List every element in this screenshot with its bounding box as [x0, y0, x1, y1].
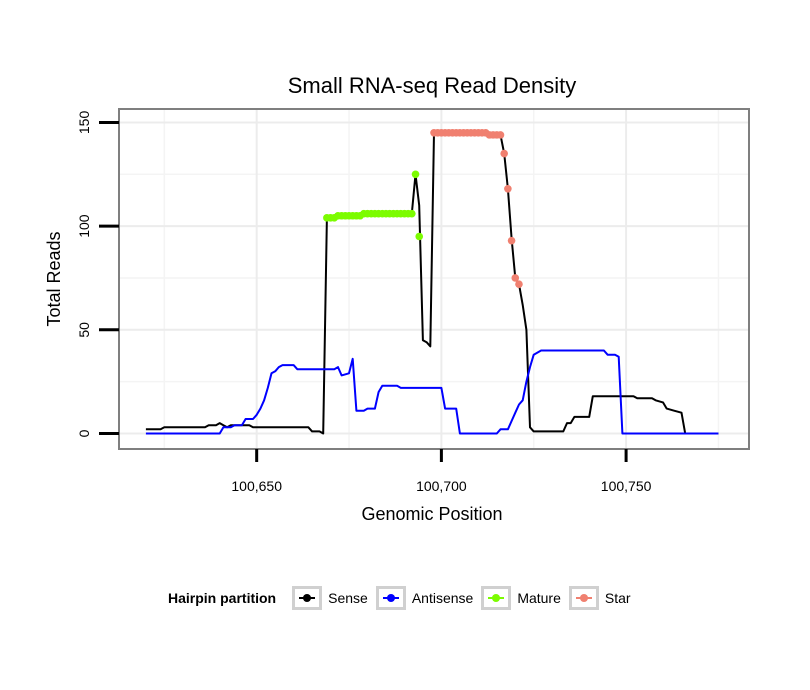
y-tick-label: 50: [76, 322, 92, 338]
legend-item-mature: Mature: [481, 586, 561, 610]
mature-data-point: [408, 209, 416, 218]
legend-item-sense: Sense: [292, 586, 368, 610]
star-data-point: [511, 274, 520, 282]
star-data-point: [496, 131, 505, 139]
x-tick-label: 100,650: [231, 478, 282, 494]
star-data-point: [515, 280, 523, 288]
mature-key-icon: [481, 586, 512, 610]
star-data-point: [504, 184, 512, 193]
mature-data-point: [411, 170, 420, 179]
sense-key-point: [303, 594, 312, 602]
legend-title: Hairpin partition: [168, 590, 277, 606]
star-data-point: [500, 149, 508, 158]
y-axis-label: Total Reads: [44, 231, 64, 326]
sense-key-icon: [292, 586, 323, 610]
star-key-icon: [568, 586, 599, 610]
legend-item-antisense: Antisense: [375, 586, 474, 610]
axes: 100,650 100,700 100,750 0 50 100 150: [76, 111, 652, 494]
mature-data-point: [415, 232, 424, 241]
antisense-key-point: [386, 594, 395, 602]
x-tick-label: 100,700: [416, 478, 467, 494]
plot-border: [118, 108, 750, 450]
legend-label-antisense: Antisense: [411, 590, 474, 606]
star-key-point: [579, 594, 588, 602]
y-tick-label: 100: [76, 214, 92, 238]
antisense-key-icon: [375, 586, 406, 610]
series-layer: [145, 129, 719, 435]
antisense-series-line: [145, 349, 719, 435]
legend: Hairpin partition Sense Antisense Mature…: [168, 584, 639, 612]
legend-label-star: Star: [604, 590, 631, 606]
star-data-point: [507, 236, 516, 245]
x-axis-label: Genomic Position: [361, 504, 502, 524]
chart-title: Small RNA-seq Read Density: [288, 73, 577, 98]
legend-label-sense: Sense: [328, 590, 368, 606]
x-tick-label: 100,750: [601, 478, 652, 494]
legend-label-mature: Mature: [517, 590, 561, 606]
y-tick-label: 150: [76, 111, 92, 135]
legend-item-star: Star: [568, 586, 631, 610]
mature-key-point: [492, 594, 501, 602]
y-tick-label: 0: [76, 429, 92, 437]
